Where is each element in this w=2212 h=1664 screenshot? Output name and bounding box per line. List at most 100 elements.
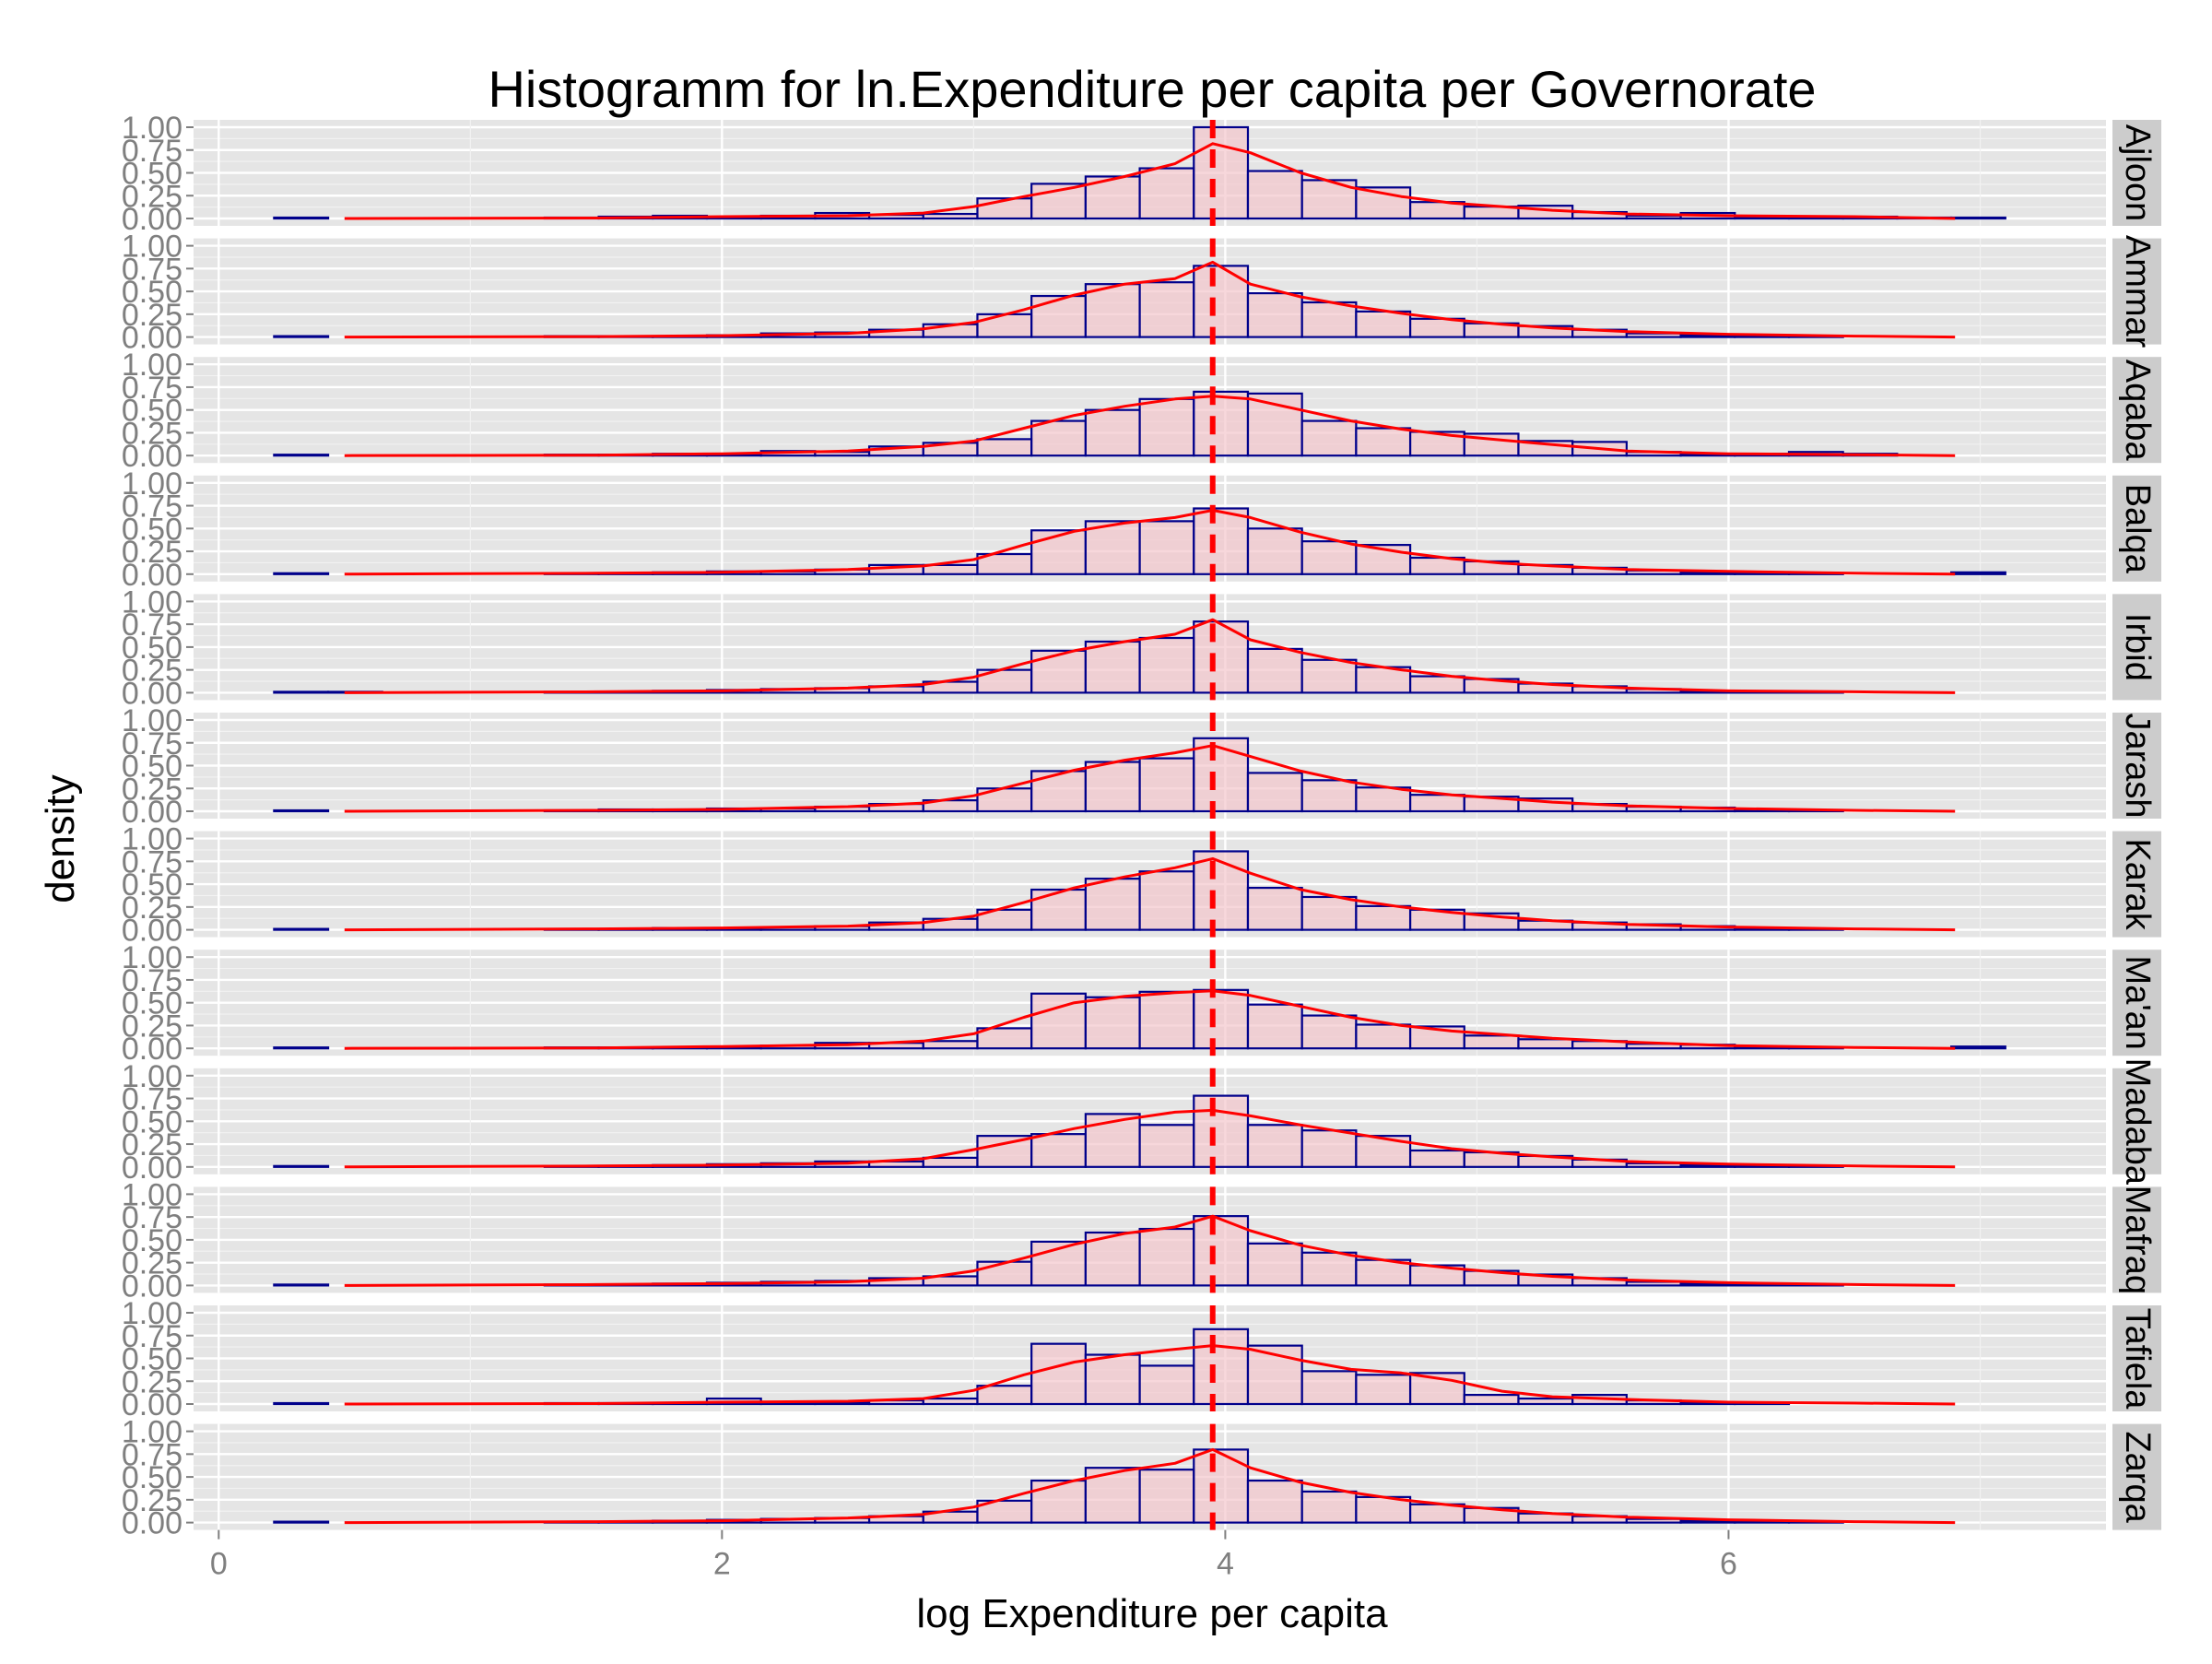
histogram-bar — [1355, 1023, 1412, 1050]
histogram-bar — [1084, 640, 1141, 694]
y-tick-label: 0.50 — [122, 1104, 182, 1139]
y-tick-label: 1.00 — [122, 822, 182, 857]
y-tick-label: 0.75 — [122, 726, 182, 761]
facet-panel-ajloon: 0.000.250.500.751.00 Ajloon — [122, 111, 2161, 237]
histogram-bar — [976, 1385, 1033, 1406]
facet-strip — [2112, 1305, 2161, 1411]
histogram-bar — [1300, 895, 1358, 931]
y-tick-label: 0.00 — [122, 439, 182, 474]
y-tick-label: 0.75 — [122, 252, 182, 287]
facet-strip — [2112, 1423, 2161, 1530]
histogram-bar — [1246, 647, 1303, 694]
y-tick-label: 0.00 — [122, 676, 182, 711]
y-tick-label: 1.00 — [122, 1177, 182, 1212]
histogram-bar — [1463, 1393, 1520, 1406]
y-tick-label: 1.00 — [122, 111, 182, 146]
density-curve — [344, 1214, 1956, 1287]
y-tick-label: 0.50 — [122, 867, 182, 903]
y-tick-label: 0.00 — [122, 795, 182, 830]
histogram-bar — [1246, 527, 1303, 575]
histogram-bar — [1030, 649, 1087, 694]
x-tick-label: 4 — [1217, 1547, 1234, 1582]
histogram-bar — [1138, 520, 1195, 575]
histogram-bar — [1193, 737, 1250, 813]
y-tick-label: 0.75 — [122, 371, 182, 406]
facet-strip — [2112, 238, 2161, 345]
y-tick-label: 0.25 — [122, 1483, 182, 1518]
y-tick-label: 1.00 — [122, 466, 182, 502]
y-tick-label: 0.50 — [122, 275, 182, 310]
density-curve — [344, 1447, 1956, 1525]
y-tick-label: 0.50 — [122, 1460, 182, 1495]
facet-strip — [2112, 950, 2161, 1056]
histogram-bar — [1300, 301, 1358, 338]
y-tick-label: 0.75 — [122, 608, 182, 643]
histogram-bar — [1408, 1149, 1465, 1168]
facet-strip — [2112, 1186, 2161, 1293]
density-curve — [344, 509, 1956, 576]
histogram-bar — [1355, 427, 1412, 457]
y-tick-label: 0.75 — [122, 1319, 182, 1354]
histogram-bar — [1084, 761, 1141, 813]
y-tick-label: 0.75 — [122, 1082, 182, 1117]
histogram-bar — [273, 1046, 330, 1050]
histogram-bar — [1300, 540, 1358, 575]
histogram-bar — [1246, 291, 1303, 338]
histogram-bar — [1084, 283, 1141, 338]
histogram-bar — [1463, 1034, 1520, 1050]
histogram-bar — [1949, 1045, 2006, 1050]
histogram-bar — [1138, 397, 1195, 457]
facet-strip-label: Aqaba — [2118, 360, 2157, 462]
y-tick-label: 0.25 — [122, 772, 182, 807]
histogram-bar — [1246, 772, 1303, 813]
facet-panels: 0.000.250.500.751.00 Ajloon0.000.250.500.… — [122, 111, 2161, 1541]
density-curve — [344, 395, 1956, 457]
histogram-bar — [1355, 310, 1412, 338]
histogram-bar — [1355, 904, 1412, 931]
histogram-bar — [273, 927, 330, 931]
y-tick-label: 0.00 — [122, 1151, 182, 1186]
histogram-bar — [1355, 1495, 1412, 1524]
histogram-bar — [1625, 214, 1682, 220]
histogram-bar — [1300, 658, 1358, 694]
x-axis-label: log Expenditure per capita — [916, 1591, 1388, 1636]
y-tick-label: 0.50 — [122, 512, 182, 547]
histogram-bar — [1138, 1124, 1195, 1168]
y-tick-label: 0.50 — [122, 1223, 182, 1258]
y-tick-label: 0.25 — [122, 654, 182, 689]
y-tick-label: 0.75 — [122, 134, 182, 169]
y-tick-label: 0.25 — [122, 1127, 182, 1162]
y-tick-label: 1.00 — [122, 1296, 182, 1331]
y-tick-label: 0.00 — [122, 1032, 182, 1067]
histogram-bar — [1193, 1328, 1250, 1406]
histogram-bar — [1408, 317, 1465, 338]
histogram-bar — [1355, 1374, 1412, 1406]
histogram-bar — [1193, 1448, 1250, 1524]
histogram-bar — [273, 572, 330, 575]
histogram-bar — [1084, 520, 1141, 575]
histogram-bar — [1246, 392, 1303, 457]
facet-panel-irbid: 0.000.250.500.751.00 Irbid — [122, 584, 2161, 711]
facet-strip-label: Ma'an — [2118, 956, 2157, 1050]
facet-strip-label: Mafraq — [2118, 1186, 2157, 1294]
y-tick-label: 0.25 — [122, 179, 182, 214]
histogram-bar — [922, 212, 979, 220]
histogram-bar — [1193, 1094, 1250, 1168]
facet-panel-maan: 0.000.250.500.751.00 Ma'an — [122, 940, 2161, 1067]
histogram-bar — [976, 313, 1033, 338]
histogram-bar — [273, 1520, 330, 1524]
histogram-bar — [1246, 886, 1303, 931]
y-tick-label: 0.50 — [122, 157, 182, 192]
histogram-bar — [1138, 1469, 1195, 1524]
histogram-bar — [1300, 1490, 1358, 1524]
histogram-bar — [976, 1260, 1033, 1287]
facet-panel-mafraq: 0.000.250.500.751.00 Mafraq — [122, 1177, 2161, 1304]
facet-panel-ammar: 0.000.250.500.751.00 Ammar — [122, 230, 2161, 356]
histogram-bar — [1030, 1479, 1087, 1524]
y-tick-label: 0.25 — [122, 891, 182, 926]
facet-panel-madaba: 0.000.250.500.751.00 Madaba — [122, 1058, 2161, 1186]
histogram-bar — [1355, 666, 1412, 694]
histogram-bar — [1300, 419, 1358, 457]
